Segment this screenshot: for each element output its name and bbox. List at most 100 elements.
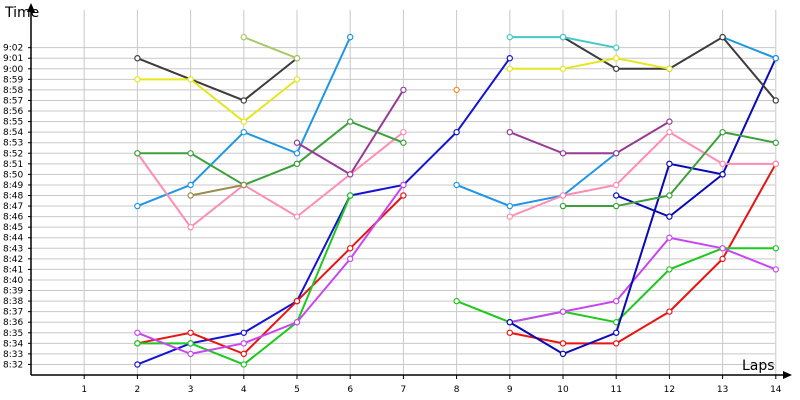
series-line <box>509 236 777 324</box>
y-tick-label: 8:34 <box>3 339 23 349</box>
data-point <box>613 150 620 157</box>
data-point <box>293 55 301 62</box>
y-tick-label: 8:45 <box>3 223 23 233</box>
data-point <box>613 65 620 72</box>
series-line <box>722 36 777 60</box>
data-point <box>453 297 460 305</box>
data-point <box>347 118 354 125</box>
series-9 <box>134 33 354 210</box>
x-tick-label: 13 <box>717 385 728 395</box>
data-point <box>559 350 567 358</box>
x-tick-label: 5 <box>294 385 300 395</box>
data-point <box>347 33 354 41</box>
series-23 <box>506 33 620 51</box>
series-line <box>509 130 776 218</box>
data-point <box>347 171 354 178</box>
data-point <box>240 340 247 347</box>
data-point <box>506 33 513 41</box>
series-16 <box>293 86 407 178</box>
data-point <box>559 150 567 157</box>
series-0 <box>134 55 513 368</box>
y-axis-arrow <box>27 3 35 12</box>
data-point <box>666 118 673 125</box>
data-point <box>613 340 620 347</box>
data-point <box>347 192 354 199</box>
y-tick-label: 8:53 <box>3 139 23 149</box>
y-tick-label: 8:59 <box>3 75 23 85</box>
data-point <box>772 139 780 146</box>
data-point <box>559 340 567 347</box>
series-17 <box>506 118 673 157</box>
data-point <box>240 97 247 104</box>
data-point <box>134 329 141 336</box>
data-point <box>400 86 407 94</box>
series-15 <box>559 128 780 210</box>
data-point <box>772 160 780 168</box>
series-layer <box>134 33 780 368</box>
data-point <box>559 308 567 315</box>
series-14 <box>134 118 407 189</box>
data-point <box>613 202 620 210</box>
y-tick-label: 8:36 <box>3 318 23 328</box>
data-point <box>187 181 194 189</box>
data-point <box>187 223 194 231</box>
y-axis-title: Time <box>4 5 39 21</box>
y-tick-label: 8:55 <box>3 118 23 128</box>
data-point <box>613 181 620 189</box>
y-tick-label: 9:01 <box>3 54 23 64</box>
data-point <box>772 97 780 104</box>
data-point <box>506 329 513 336</box>
data-point <box>293 150 301 157</box>
data-point <box>293 76 301 83</box>
data-point <box>719 33 726 41</box>
axes-layer: Time Laps <box>4 3 792 379</box>
x-tick-label: 4 <box>241 385 247 395</box>
data-point <box>666 160 673 168</box>
data-point <box>347 245 354 252</box>
series-line <box>137 184 405 355</box>
y-tick-label: 8:54 <box>3 128 23 138</box>
x-tick-label: 12 <box>664 385 675 395</box>
y-tick-label: 8:46 <box>3 213 23 223</box>
x-tick-label: 2 <box>135 385 141 395</box>
data-point <box>187 350 194 358</box>
series-21 <box>506 55 673 72</box>
data-point <box>506 202 513 210</box>
series-line <box>509 163 777 345</box>
series-22 <box>240 33 301 62</box>
data-point <box>772 55 780 62</box>
series-2 <box>506 160 780 347</box>
x-tick-label: 11 <box>610 385 621 395</box>
data-point <box>559 192 567 199</box>
x-tick-label: 9 <box>507 385 513 395</box>
data-point <box>400 181 407 189</box>
series-line <box>509 120 670 155</box>
y-tick-label: 8:33 <box>3 350 23 360</box>
data-point <box>187 76 194 83</box>
data-point <box>240 33 247 41</box>
data-point <box>666 128 673 136</box>
y-tick-label: 8:57 <box>3 96 23 106</box>
data-point <box>613 297 620 305</box>
data-point <box>613 55 620 62</box>
data-point <box>666 192 673 199</box>
y-tick-label: 8:43 <box>3 244 23 254</box>
data-point <box>719 255 726 263</box>
x-tick-label: 1 <box>81 385 87 395</box>
data-point <box>613 329 620 336</box>
y-tick-label: 8:42 <box>3 255 23 265</box>
series-25 <box>453 86 460 94</box>
data-point <box>666 213 673 220</box>
series-line <box>137 78 298 123</box>
y-tick-label: 8:58 <box>3 86 23 96</box>
y-tick-label: 8:44 <box>3 234 23 244</box>
data-point <box>506 213 513 220</box>
data-point <box>293 297 301 305</box>
data-point <box>666 308 673 315</box>
data-point <box>772 245 780 252</box>
data-point <box>293 319 301 326</box>
series-24 <box>187 181 247 199</box>
series-line <box>456 152 617 208</box>
series-line <box>137 194 405 356</box>
